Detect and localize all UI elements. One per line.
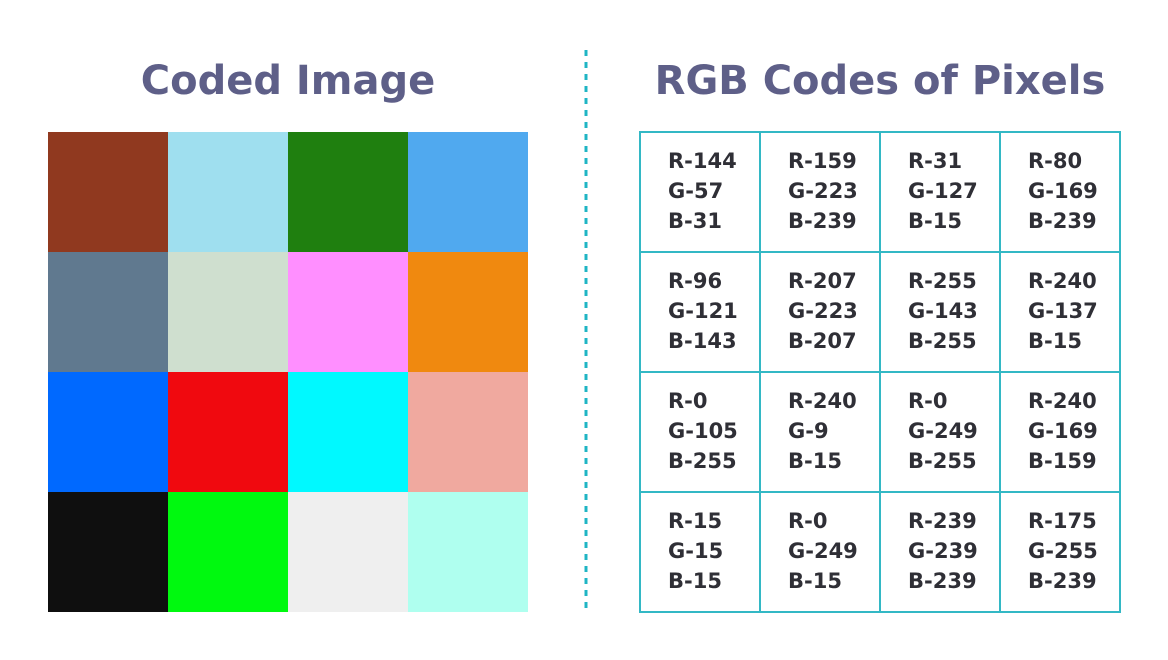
rgb-code: R-31 <box>908 149 962 173</box>
pixel <box>168 372 288 492</box>
rgb-code: R-0 <box>908 389 948 413</box>
rgb-code: R-239 <box>908 509 977 533</box>
rgb-code: B-15 <box>1028 329 1082 353</box>
image-title: Coded Image <box>141 58 435 104</box>
rgb-code: G-127 <box>908 179 978 203</box>
rgb-code: R-240 <box>1028 269 1097 293</box>
pixel <box>408 132 528 252</box>
rgb-code: G-137 <box>1028 299 1098 323</box>
rgb-code: B-239 <box>1028 569 1097 593</box>
rgb-code: G-255 <box>1028 539 1098 563</box>
pixel <box>48 252 168 372</box>
rgb-code: R-15 <box>668 509 722 533</box>
rgb-code: B-255 <box>908 449 977 473</box>
rgb-code: G-249 <box>788 539 858 563</box>
rgb-code: R-0 <box>668 389 708 413</box>
rgb-code: B-143 <box>668 329 737 353</box>
rgb-code: G-223 <box>788 299 858 323</box>
rgb-code: G-105 <box>668 419 738 443</box>
pixel <box>168 132 288 252</box>
rgb-code: G-249 <box>908 419 978 443</box>
rgb-code: G-9 <box>788 419 829 443</box>
rgb-code: R-207 <box>788 269 857 293</box>
rgb-code: R-80 <box>1028 149 1082 173</box>
rgb-code: R-0 <box>788 509 828 533</box>
rgb-code: G-239 <box>908 539 978 563</box>
rgb-code: R-240 <box>788 389 857 413</box>
rgb-code: R-175 <box>1028 509 1097 533</box>
pixel <box>168 252 288 372</box>
rgb-code: G-169 <box>1028 419 1098 443</box>
rgb-code: B-239 <box>908 569 977 593</box>
rgb-code: G-169 <box>1028 179 1098 203</box>
rgb-code: G-121 <box>668 299 738 323</box>
table-title: RGB Codes of Pixels <box>655 58 1106 104</box>
rgb-code: B-207 <box>788 329 857 353</box>
rgb-code: B-15 <box>788 449 842 473</box>
rgb-code: R-240 <box>1028 389 1097 413</box>
rgb-code: B-159 <box>1028 449 1097 473</box>
rgb-code: R-255 <box>908 269 977 293</box>
pixel <box>408 372 528 492</box>
pixel <box>48 132 168 252</box>
pixel <box>48 492 168 612</box>
rgb-code: B-31 <box>668 209 722 233</box>
table-cell <box>999 491 1121 613</box>
rgb-code: B-255 <box>668 449 737 473</box>
rgb-code: G-15 <box>668 539 723 563</box>
rgb-code: G-57 <box>668 179 723 203</box>
pixel <box>288 252 408 372</box>
rgb-code: B-15 <box>908 209 962 233</box>
rgb-code: B-255 <box>908 329 977 353</box>
pixel <box>168 492 288 612</box>
rgb-code: R-144 <box>668 149 737 173</box>
rgb-code: G-223 <box>788 179 858 203</box>
rgb-code: B-239 <box>788 209 857 233</box>
pixel <box>48 372 168 492</box>
rgb-code: R-96 <box>668 269 722 293</box>
rgb-code: B-239 <box>1028 209 1097 233</box>
pixel <box>288 492 408 612</box>
rgb-code: B-15 <box>788 569 842 593</box>
rgb-code: R-159 <box>788 149 857 173</box>
pixel <box>288 132 408 252</box>
pixel <box>408 252 528 372</box>
pixel <box>288 372 408 492</box>
rgb-code: B-15 <box>668 569 722 593</box>
rgb-code: G-143 <box>908 299 978 323</box>
pixel <box>408 492 528 612</box>
